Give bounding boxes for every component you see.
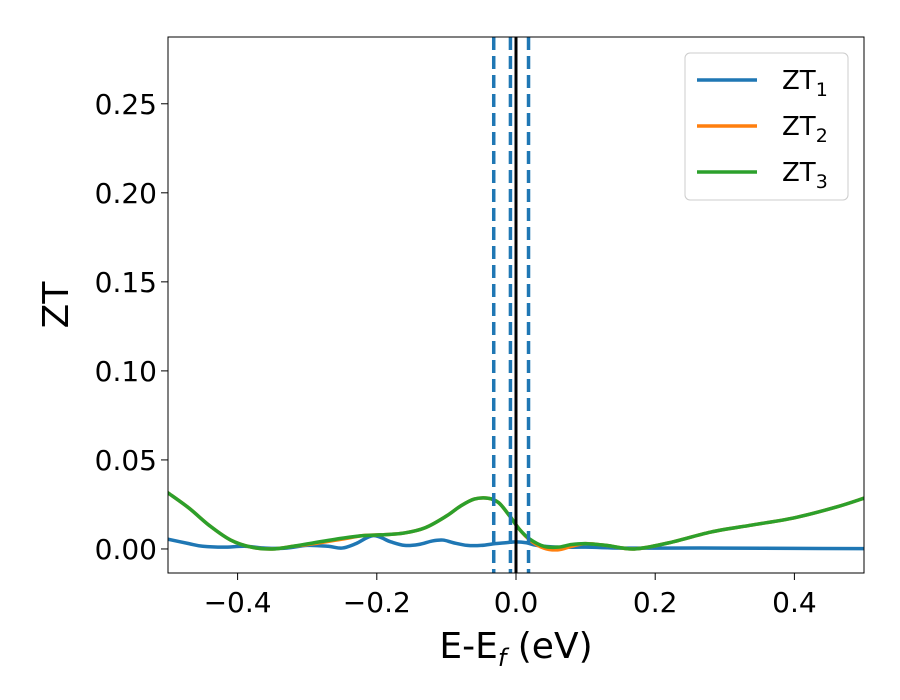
x-tick-label: 0.2 [633,586,678,619]
y-tick-label: 0.05 [95,444,157,477]
series-line-zt3 [168,491,864,551]
x-tick-label: −0.4 [204,586,272,619]
y-tick-label: 0.10 [95,355,157,388]
x-tick-label: −0.2 [343,586,411,619]
y-axis-label: ZT [36,281,77,329]
legend: ZT1 ZT2 ZT3 [684,52,849,201]
y-tick-label: 0.15 [95,266,157,299]
y-tick-label: 0.25 [95,88,157,121]
x-tick-label: 0.0 [494,586,539,619]
y-tick-label: 0.00 [95,533,157,566]
x-tick-label: 0.4 [772,586,817,619]
legend-box [684,52,849,201]
y-tick-label: 0.20 [95,177,157,210]
x-axis-label: E-Ef (eV) [439,626,592,672]
x-axis-ticks: −0.4 −0.2 0.0 0.2 0.4 [204,573,817,619]
plot-content [168,37,864,573]
legend-label-zt1: ZT1 [782,66,828,101]
legend-label-zt2: ZT2 [782,112,828,147]
legend-label-zt3: ZT3 [782,158,828,193]
y-axis-ticks: 0.00 0.05 0.10 0.15 0.20 0.25 [95,88,168,566]
